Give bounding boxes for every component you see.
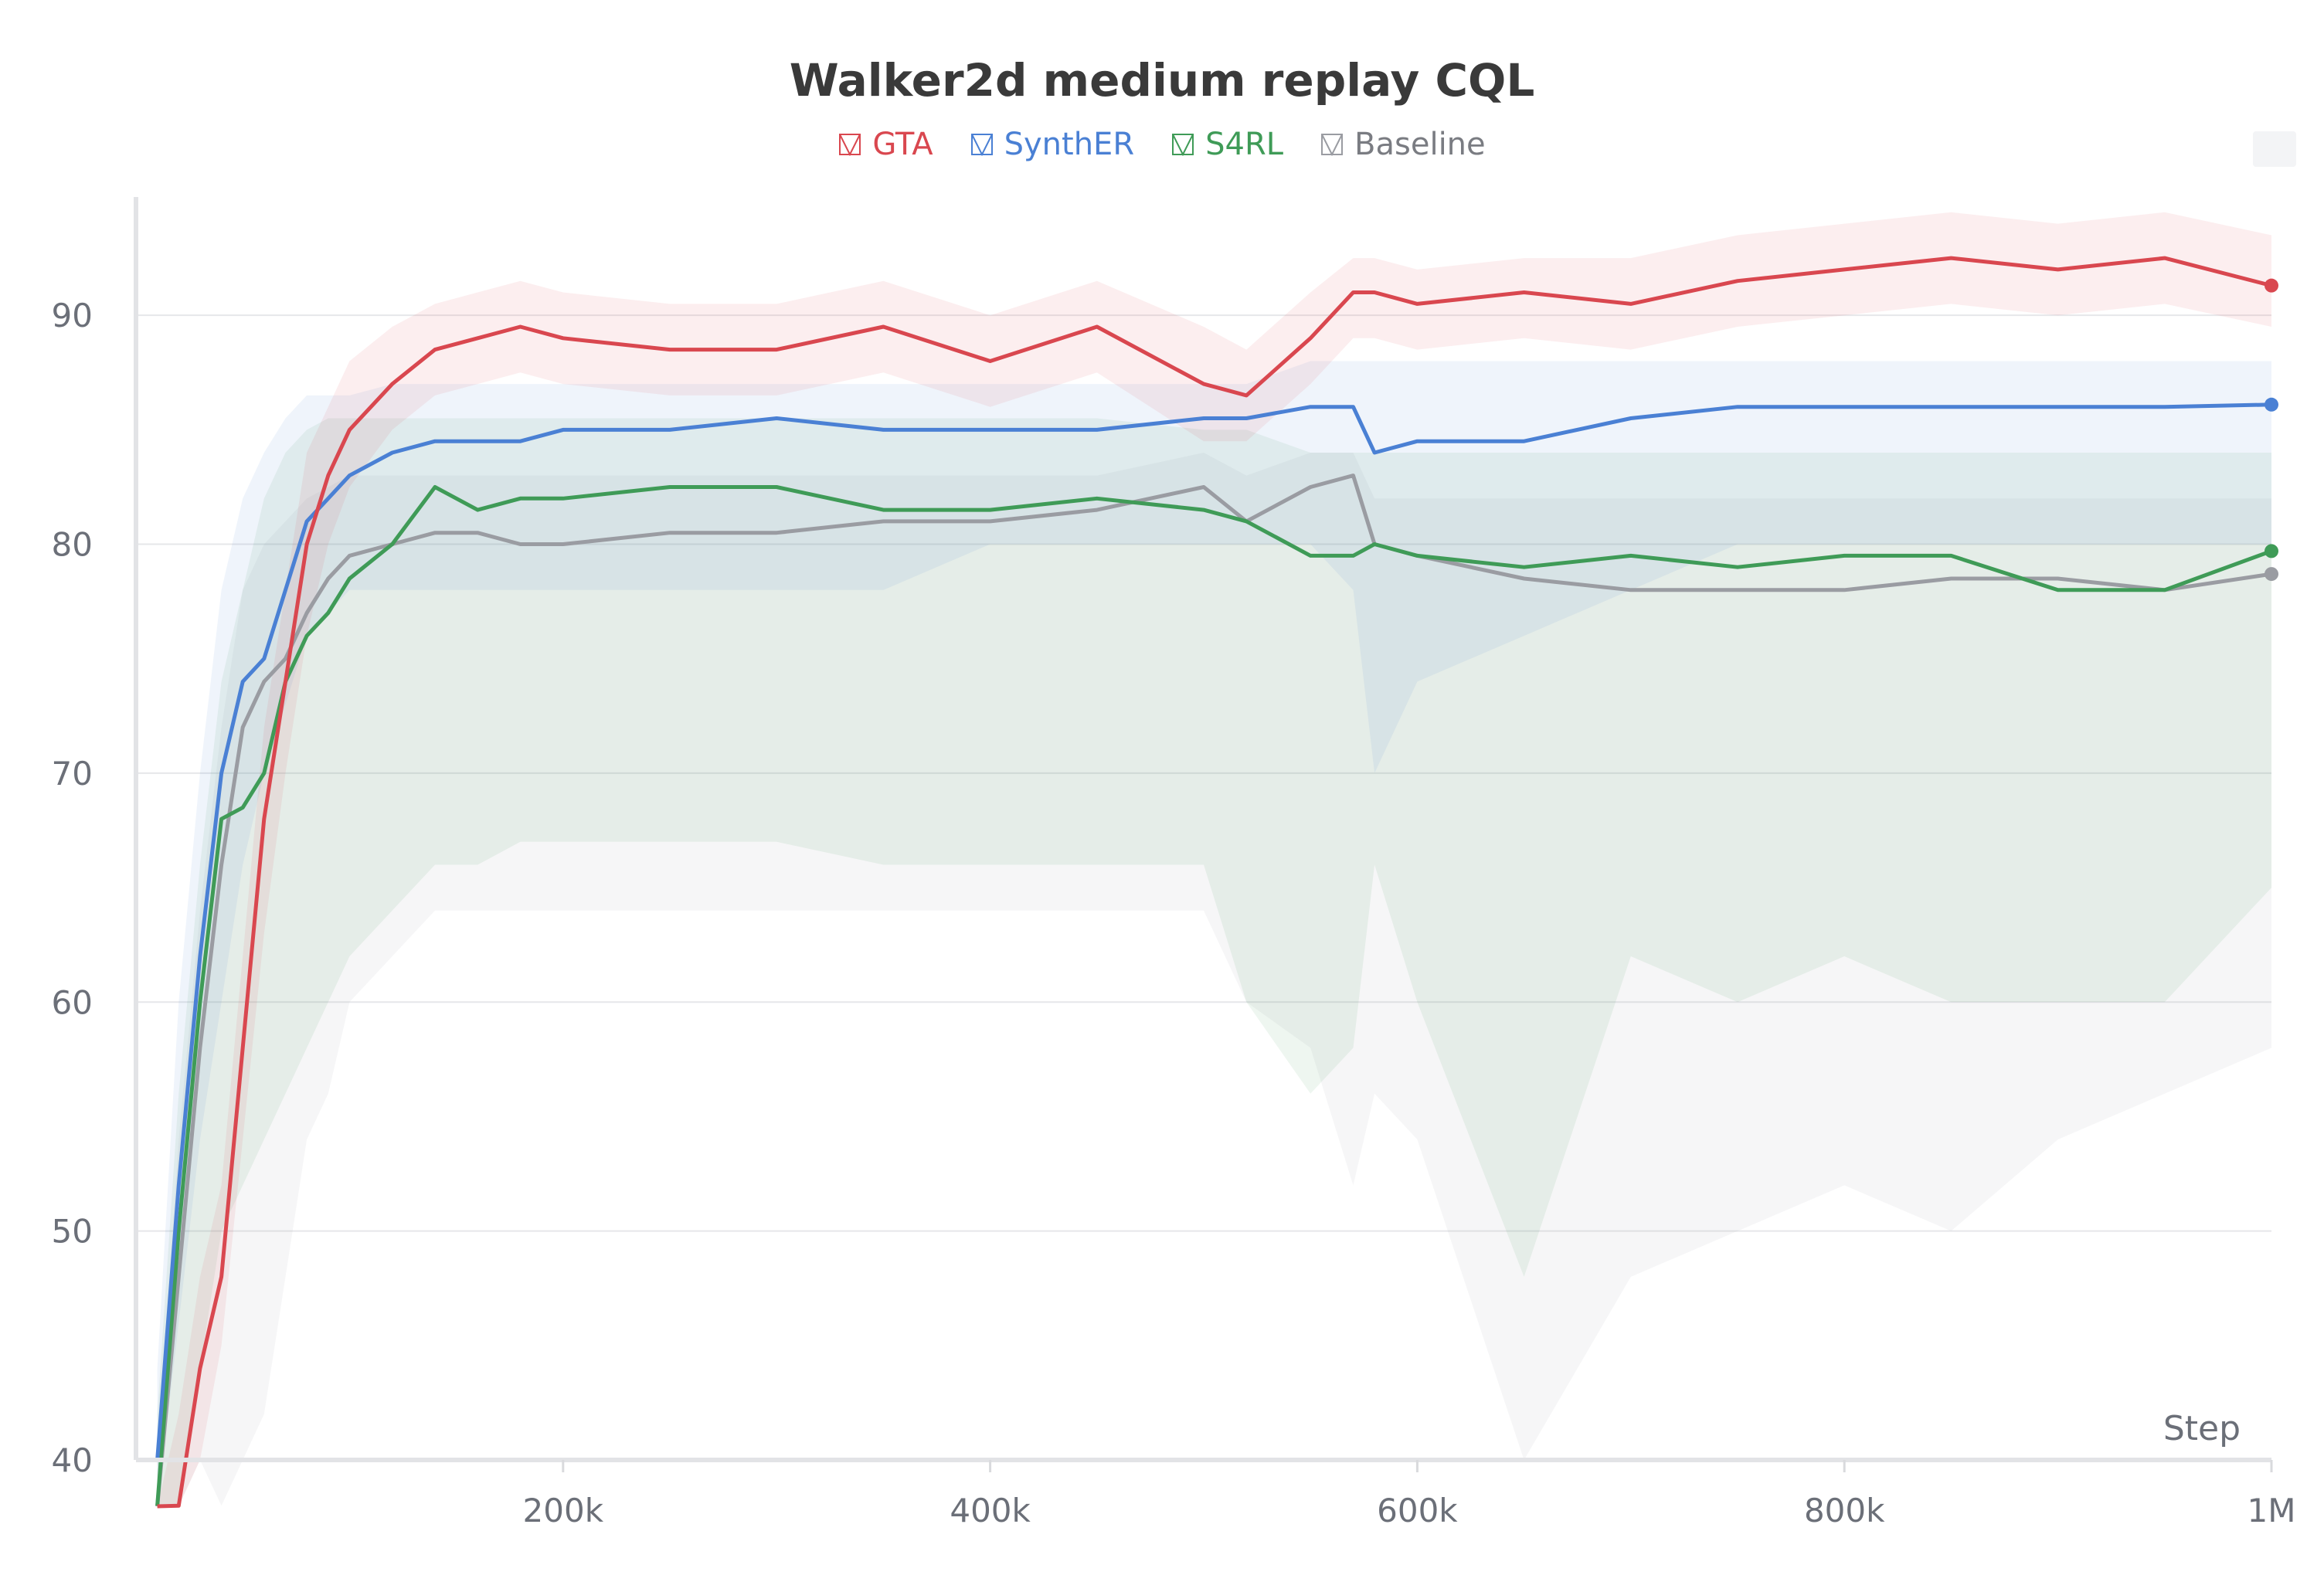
endpoint-synther [2265,397,2278,412]
y-tick-label: 40 [52,1441,93,1479]
chart-title: Walker2d medium replay CQL [789,54,1535,107]
legend-swatch-baseline [1321,134,1344,156]
legend-item-synther[interactable]: SynthER [970,127,1135,162]
series-lines [155,256,2272,1509]
legend-swatch-s4rl [1172,134,1194,156]
x-axis-title: Step [2163,1409,2241,1448]
axes [134,197,2271,1462]
x-tick-label: 800k [1804,1492,1885,1529]
legend: GTA SynthER S4RL Baseline [0,127,2324,162]
y-tick-label: 50 [52,1213,93,1251]
y-tick-label: 60 [52,983,93,1021]
y-tick-labels: 40 50 60 70 80 90 [52,297,93,1479]
band-s4rl [157,418,2271,1506]
x-tick-labels: 200k 400k 600k 800k 1M [523,1460,2296,1529]
legend-label-gta: GTA [872,127,933,162]
endpoint-gta [2265,278,2278,293]
band-baseline [157,453,2271,1506]
endpoint-baseline [2265,567,2278,582]
legend-label-s4rl: S4RL [1205,127,1284,162]
line-gta [157,256,2272,1509]
legend-swatch-gta [839,134,861,156]
series-endpoints [2265,278,2278,582]
legend-swatch-synther [970,134,993,156]
x-tick-label: 200k [523,1492,604,1529]
legend-item-gta[interactable]: GTA [838,127,933,162]
x-tick-label: 600k [1377,1492,1458,1529]
legend-item-s4rl[interactable]: S4RL [1171,127,1283,162]
y-tick-label: 70 [52,755,93,793]
band-synther [157,361,2271,1506]
line-baseline [155,474,2272,1507]
y-tick-label: 80 [52,526,93,564]
confidence-bands [157,212,2271,1506]
legend-label-synther: SynthER [1004,127,1135,162]
x-tick-label: 400k [950,1492,1031,1529]
line-synther [155,402,2272,1461]
legend-label-baseline: Baseline [1354,127,1486,162]
chart-menu-button[interactable] [2253,131,2296,167]
line-s4rl [155,485,2272,1506]
x-tick-label: 1M [2248,1492,2296,1529]
endpoint-s4rl [2265,544,2278,558]
y-tick-label: 90 [52,297,93,334]
legend-item-baseline[interactable]: Baseline [1320,127,1486,162]
